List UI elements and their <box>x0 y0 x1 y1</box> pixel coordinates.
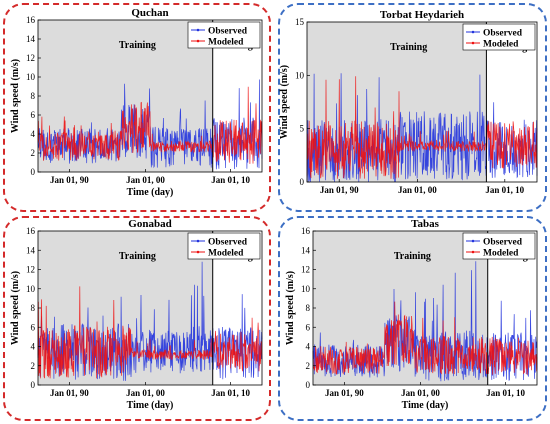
legend-box <box>187 21 261 49</box>
x-tick-label: Jan 01, 00 <box>126 175 165 185</box>
y-tick-label: 2 <box>306 361 311 371</box>
y-tick-label: 8 <box>31 303 36 313</box>
y-tick-label: 16 <box>301 226 311 236</box>
series-modeled <box>37 286 263 379</box>
y-tick-label: 5 <box>300 124 305 134</box>
y-tick-label: 12 <box>301 265 310 275</box>
y-tick-label: 12 <box>26 53 35 63</box>
legend-box <box>187 232 261 260</box>
plot-frame <box>306 21 538 183</box>
chart-tabas: Tabas 0 2 4 6 8 10 12 14 16 Jan 01, 90 Jan 01, 00 Ja… <box>279 217 546 420</box>
y-tick-label: 8 <box>306 303 311 313</box>
series-modeled <box>312 301 538 375</box>
y-tick-label: 6 <box>31 322 36 332</box>
x-axis-label: Time (day) <box>127 187 174 198</box>
x-axis-label: Time (day) <box>402 400 449 411</box>
x-tick-label: Jan 01, 10 <box>486 388 525 398</box>
chart-torbat-heydarieh: Torbat Heydarieh 0 5 10 15 Jan 01, 90 Jan 01, … <box>279 4 546 211</box>
legend-label: Modeled <box>483 249 519 259</box>
x-tick-label: Jan 01, 90 <box>325 388 364 398</box>
chart-quchan: Quchan 0 2 4 6 8 10 12 14 16 Jan 01, 90 Jan 01, 00 J… <box>4 4 270 211</box>
annotation-training: Training <box>119 40 156 51</box>
y-axis-label: Wind speed (m/s) <box>10 59 21 133</box>
y-axis-label: Wind speed (m/s) <box>279 65 290 139</box>
legend-marker <box>471 41 475 45</box>
legend-marker <box>196 250 200 254</box>
y-tick-label: 10 <box>301 284 311 294</box>
legend-marker <box>196 239 200 243</box>
y-tick-label: 4 <box>31 129 36 139</box>
y-tick-label: 2 <box>31 361 36 371</box>
x-tick-label: Jan 01, 90 <box>50 175 89 185</box>
y-tick-label: 10 <box>26 72 36 82</box>
chart-title: Torbat Heydarieh <box>380 9 464 21</box>
legend-box <box>462 232 536 260</box>
y-tick-label: 0 <box>31 380 36 390</box>
legend-label: Observed <box>208 27 248 37</box>
x-tick-label: Jan 01, 90 <box>50 388 89 398</box>
y-tick-label: 16 <box>26 226 36 236</box>
chart-title: Gonabad <box>128 218 171 230</box>
y-tick-label: 12 <box>26 265 35 275</box>
annotation-training: Training <box>394 251 431 262</box>
chart-title: Tabas <box>411 218 439 230</box>
legend-marker <box>196 39 200 43</box>
chart-svg: Quchan 0 2 4 6 8 10 12 14 16 Jan 01, 90 Jan 01, 00 J… <box>10 7 263 198</box>
series-modeled <box>37 86 263 164</box>
y-tick-label: 10 <box>295 70 305 80</box>
x-tick-label: Jan 01, 10 <box>211 388 250 398</box>
y-tick-label: 0 <box>306 380 311 390</box>
series-modeled <box>306 76 538 179</box>
frame-gonabad <box>3 216 271 421</box>
legend-label: Observed <box>208 238 248 248</box>
y-tick-label: 14 <box>26 245 36 255</box>
chart-gonabad: Gonabad 0 2 4 6 8 10 12 14 16 Jan 01, 90 Jan 01, 00… <box>4 217 270 420</box>
legend-label: Observed <box>483 29 523 39</box>
legend-marker <box>471 239 475 243</box>
legend-label: Modeled <box>483 40 519 50</box>
y-tick-label: 6 <box>306 322 311 332</box>
chart-title: Quchan <box>131 7 168 19</box>
legend-marker <box>471 250 475 254</box>
x-tick-label: Jan 01, 10 <box>485 185 524 195</box>
x-tick-label: Jan 01, 00 <box>401 388 440 398</box>
legend-marker <box>471 30 475 34</box>
annotation-training: Training <box>390 42 427 53</box>
y-tick-label: 2 <box>31 148 36 158</box>
chart-svg: Tabas 0 2 4 6 8 10 12 14 16 Jan 01, 90 Jan 01, 00 Ja… <box>285 218 538 411</box>
annotation-training: Training <box>119 251 156 262</box>
x-tick-label: Jan 01, 00 <box>126 388 165 398</box>
legend-box <box>462 23 536 51</box>
y-tick-label: 6 <box>31 110 36 120</box>
y-axis-label: Wind speed (m/s) <box>285 271 296 345</box>
y-tick-label: 0 <box>300 177 305 187</box>
y-tick-label: 14 <box>301 245 311 255</box>
legend-label: Modeled <box>208 249 244 259</box>
y-tick-label: 14 <box>26 34 36 44</box>
chart-svg: Torbat Heydarieh 0 5 10 15 Jan 01, 90 Jan 01, … <box>279 9 538 195</box>
x-tick-label: Jan 01, 00 <box>398 185 437 195</box>
legend-label: Modeled <box>208 38 244 48</box>
y-tick-label: 10 <box>26 284 36 294</box>
x-axis-label: Time (day) <box>127 400 174 411</box>
y-tick-label: 4 <box>306 342 311 352</box>
chart-svg: Gonabad 0 2 4 6 8 10 12 14 16 Jan 01, 90 Jan 01, 00… <box>10 218 263 411</box>
y-axis-label: Wind speed (m/s) <box>10 271 21 345</box>
y-tick-label: 4 <box>31 342 36 352</box>
y-tick-label: 15 <box>295 17 305 27</box>
frame-torbat <box>278 3 547 212</box>
x-tick-label: Jan 01, 90 <box>320 185 359 195</box>
legend-marker <box>196 28 200 32</box>
x-tick-label: Jan 01, 10 <box>211 175 250 185</box>
series-observed <box>37 261 263 381</box>
y-tick-label: 0 <box>31 167 36 177</box>
legend-label: Observed <box>483 238 523 248</box>
y-tick-label: 16 <box>26 15 36 25</box>
frame-tabas <box>278 216 547 421</box>
y-tick-label: 8 <box>31 91 36 101</box>
frame-quchan <box>3 3 271 212</box>
